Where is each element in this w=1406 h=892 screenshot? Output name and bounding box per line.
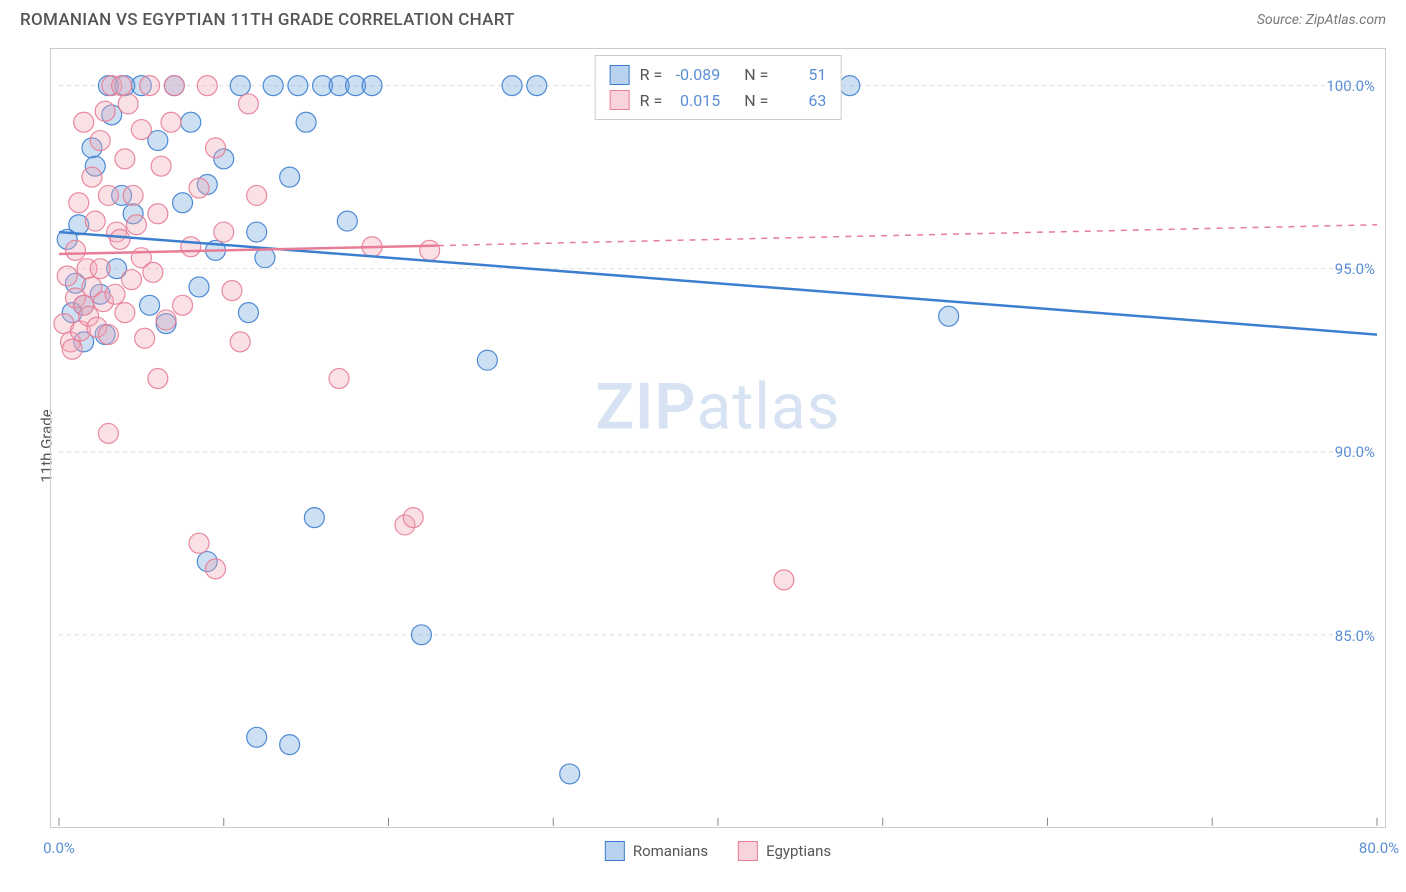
y-tick-label: 85.0% (1335, 627, 1375, 645)
y-tick-label: 100.0% (1326, 77, 1375, 95)
legend-item-romanians: Romanians (605, 841, 708, 861)
swatch-romanians-legend (605, 841, 625, 861)
y-tick-label: 95.0% (1335, 260, 1375, 278)
r-label: R = (640, 88, 663, 114)
chart-title: ROMANIAN VS EGYPTIAN 11TH GRADE CORRELAT… (20, 10, 515, 30)
r-value-egyptians: 0.015 (672, 88, 720, 114)
legend-item-egyptians: Egyptians (738, 841, 831, 861)
n-label: N = (744, 88, 768, 114)
bottom-legend: Romanians Egyptians (605, 841, 831, 861)
correlation-stats-box: R = -0.089 N = 51 R = 0.015 N = 63 (595, 55, 842, 120)
chart-plot-area: ZIPatlas R = -0.089 N = 51 R = 0.015 N =… (50, 48, 1386, 828)
r-label: R = (640, 62, 663, 88)
legend-label-egyptians: Egyptians (766, 842, 831, 860)
stats-row-romanians: R = -0.089 N = 51 (610, 62, 827, 88)
x-tick-label: 0.0% (43, 839, 75, 857)
stats-row-egyptians: R = 0.015 N = 63 (610, 88, 827, 114)
chart-source: Source: ZipAtlas.com (1257, 12, 1386, 28)
swatch-romanians (610, 65, 630, 85)
chart-header: ROMANIAN VS EGYPTIAN 11TH GRADE CORRELAT… (0, 0, 1406, 38)
legend-label-romanians: Romanians (633, 842, 708, 860)
y-tick-label: 90.0% (1335, 443, 1375, 461)
r-value-romanians: -0.089 (672, 62, 720, 88)
n-value-romanians: 51 (778, 62, 826, 88)
swatch-egyptians-legend (738, 841, 758, 861)
x-tick-label: 80.0% (1359, 839, 1399, 857)
n-label: N = (744, 62, 768, 88)
swatch-egyptians (610, 90, 630, 110)
scatter-svg (51, 49, 1385, 828)
n-value-egyptians: 63 (778, 88, 826, 114)
